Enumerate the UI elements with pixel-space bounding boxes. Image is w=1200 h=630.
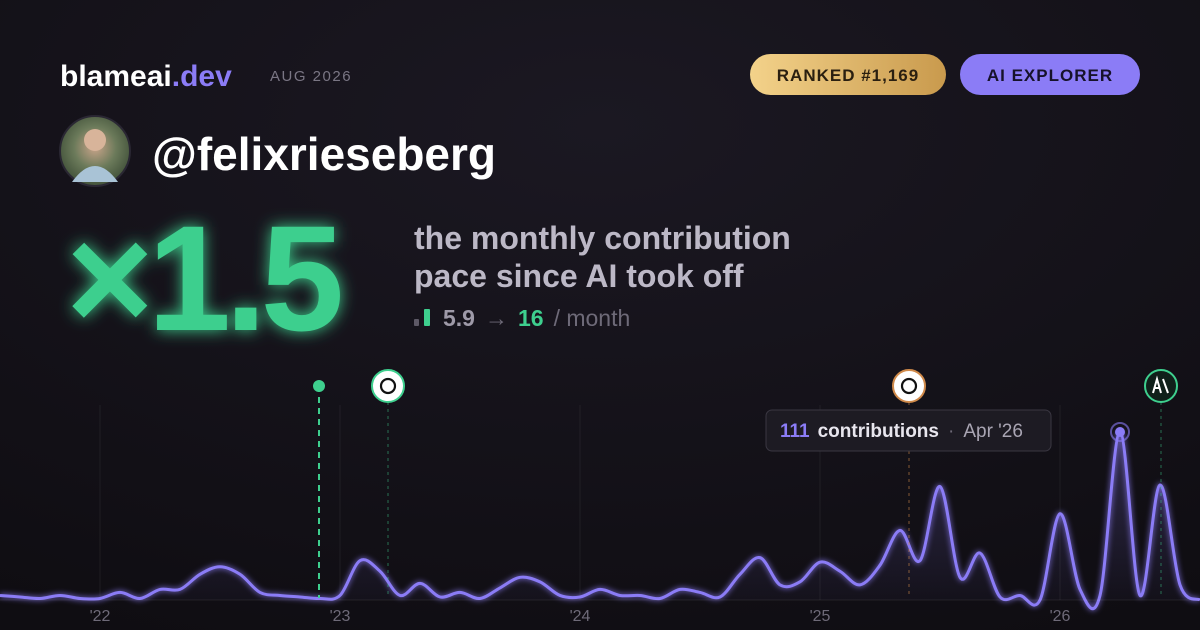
tier-text: AI EXPLORER (987, 66, 1113, 85)
tier-badge (960, 54, 1140, 95)
x-tick-label: '25 (810, 608, 831, 625)
brand: blameai.dev (60, 60, 232, 93)
x-tick-label: '24 (570, 608, 591, 625)
tooltip-unit: contributions (818, 421, 939, 442)
events (313, 369, 1178, 598)
openai-glyph (379, 377, 397, 395)
pace-arrow: → (485, 305, 508, 331)
x-tick-label: '22 (90, 608, 111, 625)
pace-after: 16 (518, 305, 544, 331)
tooltip-sep: · (948, 421, 954, 442)
peak-dot (1115, 427, 1125, 437)
caption-line: the monthly contribution (414, 220, 791, 256)
tooltip-box (765, 409, 1052, 452)
pace-before: 5.9 (443, 305, 475, 331)
avatar-face (84, 129, 106, 151)
event-dot (313, 380, 325, 392)
area (0, 432, 1200, 609)
anthropic-icon (1144, 369, 1178, 403)
openai-icon (371, 369, 405, 403)
pace: 5.9 → 16 / month (443, 305, 630, 331)
rank-text: RANKED #1,169 (777, 66, 919, 85)
line (0, 430, 1200, 611)
x-tick-label: '26 (1050, 608, 1071, 625)
pace-icon (414, 319, 419, 326)
tooltip-value: 111 (780, 421, 810, 442)
brand-name: blameai (60, 60, 172, 93)
tooltip-date: Apr '26 (963, 421, 1023, 442)
peak-ring (1110, 422, 1130, 442)
anthropic-glyph (1152, 375, 1169, 394)
multiplier: ×1.5 (66, 194, 341, 362)
handle: @felixrieseberg (152, 128, 496, 180)
openai-glyph (900, 377, 918, 395)
period: AUG 2026 (270, 68, 352, 85)
rank-badge (750, 54, 946, 95)
pace-icon (424, 309, 430, 326)
avatar-shirt (72, 166, 118, 182)
chart: '22 '23 '24 '25 '26 (0, 405, 1200, 625)
caption-line: pace since AI took off (414, 258, 744, 294)
tooltip: 111 contributions · Apr '26 (765, 409, 1052, 452)
tooltip-text: 111 contributions · Apr '26 (780, 421, 1023, 442)
pace-unit: / month (554, 305, 631, 331)
x-tick-label: '23 (330, 608, 351, 625)
brand-tld: .dev (172, 60, 232, 93)
openai-icon (892, 369, 926, 403)
